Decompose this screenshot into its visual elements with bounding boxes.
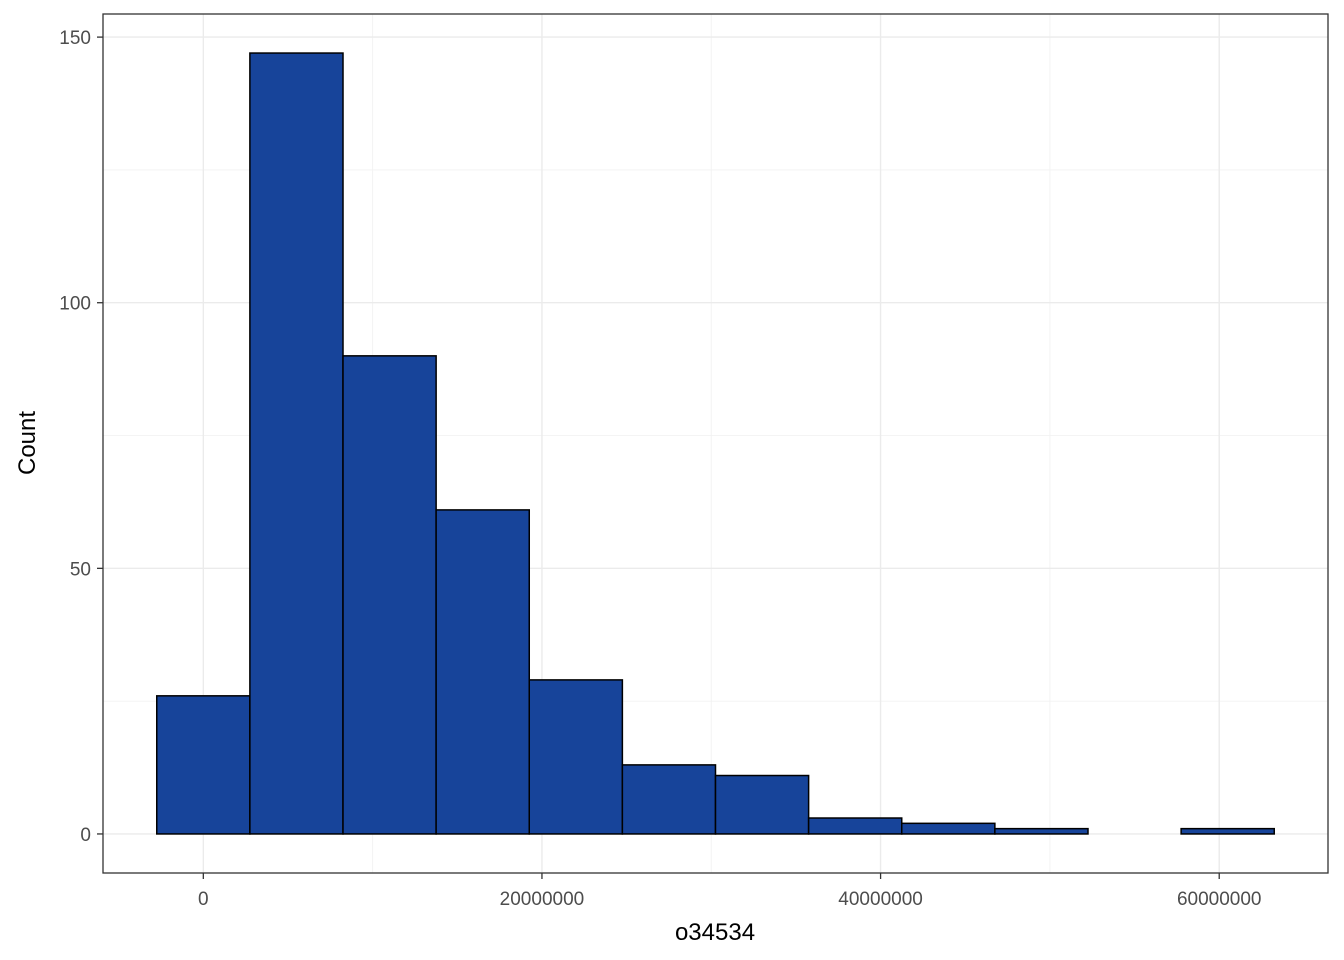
histogram-bar <box>528 679 624 835</box>
histogram-bar <box>807 817 903 835</box>
y-tick-label: 100 <box>59 294 91 315</box>
y-tick-label: 150 <box>59 28 91 49</box>
histogram-bar <box>900 822 996 835</box>
y-tick-label: 0 <box>80 825 91 846</box>
x-tick-label: 20000000 <box>500 889 585 910</box>
x-axis-title: o34534 <box>675 919 755 946</box>
x-axis-ticks: 0 20000000 40000000 60000000 <box>198 873 1261 910</box>
histogram-bar <box>621 764 717 835</box>
x-tick-label: 40000000 <box>838 889 923 910</box>
histogram-bar <box>249 52 344 835</box>
y-tick-label: 50 <box>70 559 91 580</box>
histogram-bar <box>342 355 437 835</box>
x-tick-label: 0 <box>198 889 209 910</box>
histogram-bar <box>156 695 251 835</box>
y-axis-ticks: 0 50 100 150 <box>59 28 103 846</box>
y-axis-title: Count <box>14 411 41 475</box>
histogram-bars <box>156 52 1275 835</box>
panel-border <box>102 13 1329 874</box>
x-tick-label: 60000000 <box>1177 889 1262 910</box>
histogram-bar <box>1180 827 1275 835</box>
histogram-bar <box>435 509 531 835</box>
histogram-bar <box>714 774 810 835</box>
histogram-bar <box>994 827 1089 835</box>
